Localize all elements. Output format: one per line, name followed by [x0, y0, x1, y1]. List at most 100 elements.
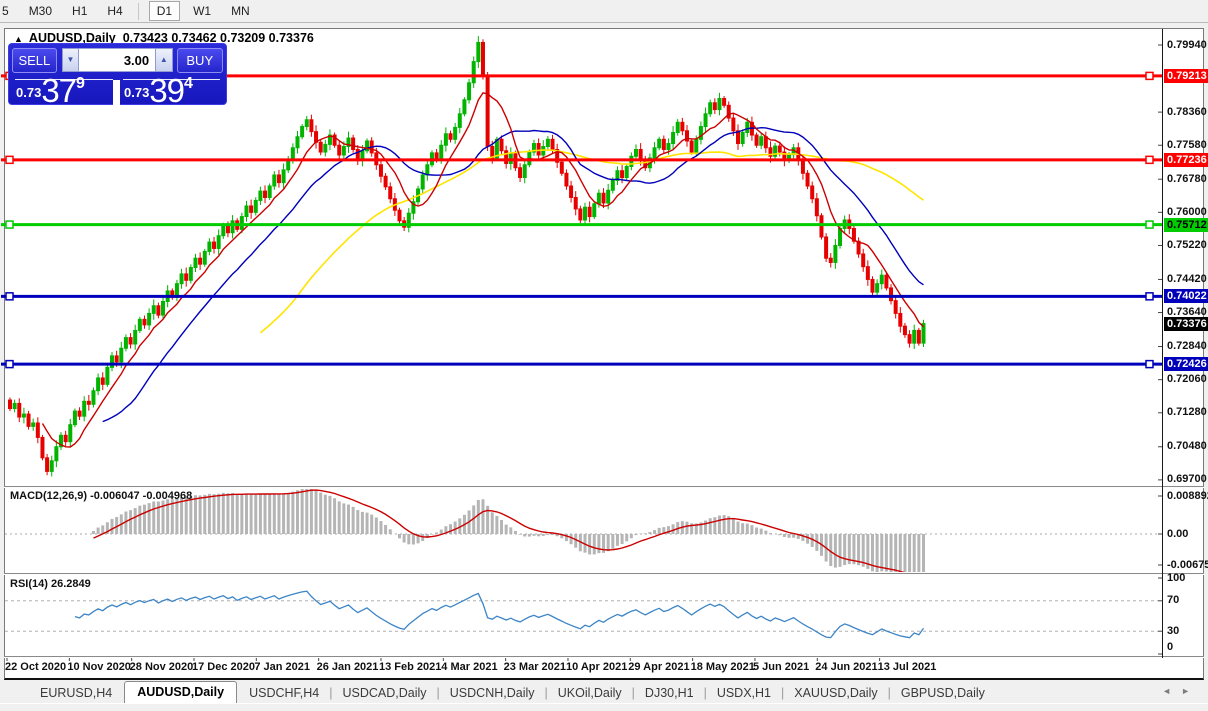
level-price-badge[interactable]: 0.75712	[1164, 217, 1208, 232]
level-price-badge[interactable]: 0.74022	[1164, 289, 1208, 304]
price-axis-separator	[1162, 29, 1163, 658]
current-price-badge: 0.73376	[1164, 316, 1208, 331]
level-price-badge[interactable]: 0.77236	[1164, 152, 1208, 167]
date-label: 22 Oct 2020	[5, 661, 67, 673]
tab-separator: |	[631, 686, 635, 700]
chart-tab-gbpusd-daily[interactable]: GBPUSD,Daily	[900, 686, 985, 700]
tab-separator: |	[436, 686, 440, 700]
date-label: 5 Jun 2021	[752, 661, 810, 673]
volume-up-button[interactable]: ▲	[155, 48, 173, 72]
timeframe-button-d1[interactable]: D1	[148, 1, 181, 21]
timeframe-button-h4[interactable]: H4	[107, 4, 123, 18]
rsi-axis-label: 70	[1167, 594, 1180, 607]
macd-indicator-label: MACD(12,26,9) -0.006047 -0.004968	[10, 490, 193, 502]
chart-tab-xauusd-daily[interactable]: XAUUSD,Daily	[794, 686, 878, 700]
date-label: 7 Jan 2021	[254, 661, 310, 673]
date-label: 24 Jun 2021	[815, 661, 878, 673]
date-label: 10 Apr 2021	[565, 661, 628, 673]
timeframe-toolbar: 5 M30 H1 H4 D1 W1 MN	[0, 0, 1208, 23]
price-axis-label: 0.76000	[1167, 205, 1207, 218]
date-label: 10 Nov 2020	[67, 661, 131, 673]
price-axis-label: 0.77580	[1167, 138, 1207, 151]
sell-price-sup: 9	[76, 75, 85, 92]
collapse-arrow-icon[interactable]: ▲	[14, 34, 23, 44]
chart-tab-bar: EURUSD,H4 AUDUSD,Daily USDCHF,H4 | USDCAD,Da…	[0, 681, 1208, 703]
date-label: 23 Mar 2021	[503, 661, 567, 673]
macd-axis-label: -0.006758	[1167, 558, 1208, 571]
timeframe-button-m30[interactable]: M30	[28, 4, 53, 18]
date-label: 17 Dec 2020	[191, 661, 255, 673]
chart-symbol-header: ▲ AUDUSD,Daily 0.73423 0.73462 0.73209 0.…	[14, 31, 314, 45]
sell-price-big: 37	[41, 72, 77, 109]
date-label: 4 Mar 2021	[441, 661, 498, 673]
price-axis-label: 0.69700	[1167, 473, 1207, 486]
buy-button[interactable]: BUY	[176, 47, 223, 73]
buy-price[interactable]: 0.73 39 4	[124, 72, 193, 109]
price-axis-label: 0.78360	[1167, 105, 1207, 118]
tab-separator: |	[544, 686, 548, 700]
toolbar-divider	[137, 2, 139, 20]
chart-tab-dj30-h1[interactable]: DJ30,H1	[644, 686, 694, 700]
price-axis-label: 0.76780	[1167, 172, 1207, 185]
tab-scroll-right-icon[interactable]: ►	[1181, 686, 1200, 696]
sell-button[interactable]: SELL	[12, 47, 57, 73]
symbol-title: AUDUSD,Daily	[28, 31, 116, 45]
buy-price-prefix: 0.73	[124, 85, 150, 100]
volume-down-button[interactable]: ▼	[61, 48, 80, 72]
chart-tab-usdcad-daily[interactable]: USDCAD,Daily	[342, 686, 427, 700]
sell-price-prefix: 0.73	[16, 85, 42, 100]
level-price-badge[interactable]: 0.72426	[1164, 357, 1208, 372]
price-axis-label: 0.79940	[1167, 38, 1207, 51]
sell-price[interactable]: 0.73 37 9	[16, 72, 85, 109]
timeframe-button-mn[interactable]: MN	[231, 4, 250, 18]
price-axis-label: 0.71280	[1167, 406, 1207, 419]
trade-panel-notch	[113, 80, 120, 105]
chart-window[interactable]	[4, 28, 1204, 680]
tab-separator: |	[887, 686, 891, 700]
chart-tab-ukoil-daily[interactable]: UKOil,Daily	[557, 686, 622, 700]
rsi-axis-label: 100	[1167, 571, 1186, 584]
price-axis-label: 0.73640	[1167, 306, 1207, 319]
tab-scroll-left-icon[interactable]: ◄	[1162, 686, 1182, 696]
price-axis-label: 0.70480	[1167, 440, 1207, 453]
chart-tab-eurusd-h4[interactable]: EURUSD,H4	[40, 686, 113, 700]
pane-separator-rsi[interactable]	[4, 573, 1204, 575]
date-label: 18 May 2021	[690, 661, 755, 673]
pane-separator-macd[interactable]	[4, 486, 1204, 488]
rsi-axis-label: 30	[1167, 624, 1180, 637]
date-label: 13 Feb 2021	[378, 661, 442, 673]
macd-axis-label: 0.008892	[1167, 489, 1208, 502]
level-price-badge[interactable]: 0.79213	[1164, 68, 1208, 83]
tab-separator: |	[781, 686, 785, 700]
macd-axis-label: 0.00	[1167, 527, 1189, 540]
buy-price-sup: 4	[184, 75, 193, 92]
ohlc-values: 0.73423 0.73462 0.73209 0.73376	[122, 31, 314, 45]
timeframe-button-5[interactable]: 5	[2, 4, 9, 18]
chart-tab-usdchf-h4[interactable]: USDCHF,H4	[249, 686, 320, 700]
date-label: 26 Jan 2021	[316, 661, 379, 673]
sell-separator	[15, 79, 113, 80]
chart-tab-usdcnh-daily[interactable]: USDCNH,Daily	[449, 686, 535, 700]
price-axis-label: 0.74420	[1167, 272, 1207, 285]
date-label: 29 Apr 2021	[628, 661, 690, 673]
pane-separator-timeaxis	[4, 656, 1204, 658]
buy-separator	[123, 79, 220, 80]
date-label: 13 Jul 2021	[877, 661, 937, 673]
buy-price-big: 39	[149, 72, 185, 109]
rsi-axis-label: 0	[1167, 640, 1174, 653]
chart-tab-audusd-daily[interactable]: AUDUSD,Daily	[124, 681, 238, 703]
status-strip	[0, 703, 1208, 711]
tab-scroll-arrows[interactable]: ◄►	[1162, 686, 1200, 696]
tab-separator: |	[703, 686, 707, 700]
tab-separator: |	[329, 686, 333, 700]
price-axis-label: 0.72060	[1167, 373, 1207, 386]
price-axis-label: 0.72840	[1167, 340, 1207, 353]
timeframe-button-h1[interactable]: H1	[72, 4, 88, 18]
date-label: 28 Nov 2020	[129, 661, 194, 673]
chart-tab-usdx-h1[interactable]: USDX,H1	[716, 686, 771, 700]
price-axis-label: 0.75220	[1167, 238, 1207, 251]
volume-input[interactable]	[79, 48, 156, 72]
rsi-indicator-label: RSI(14) 26.2849	[10, 578, 91, 590]
timeframe-button-w1[interactable]: W1	[193, 4, 212, 18]
